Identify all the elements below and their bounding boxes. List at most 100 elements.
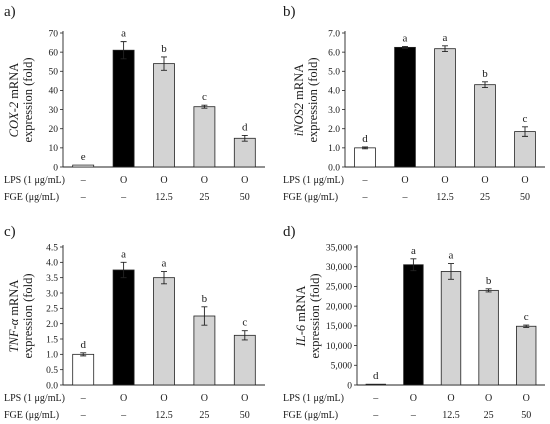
bar (434, 48, 456, 168)
significance-letter: c (524, 311, 529, 323)
y-tick-label: 1.0 (328, 144, 340, 154)
significance-letter: c (202, 91, 207, 103)
significance-letter: d (362, 133, 368, 145)
error-bar (241, 330, 248, 341)
treatment-cell: O (160, 175, 167, 186)
error-bar (161, 56, 167, 71)
y-tick-label: 0.0 (328, 163, 340, 173)
treatment-row-label: LPS (1 μg/mL) (283, 175, 344, 186)
y-tick-label: 4.5 (46, 243, 58, 253)
treatment-cell: – (372, 410, 379, 421)
y-tick-label: 40 (49, 87, 59, 97)
y-tick-label: 50 (49, 68, 59, 78)
bar (153, 277, 175, 386)
y-axis-label-line2: expression (fold) (21, 57, 35, 142)
treatment-cell: 12.5 (436, 192, 454, 203)
y-tick-label: 0 (53, 163, 58, 173)
treatment-cell: 25 (484, 410, 494, 421)
treatment-cell: – (362, 192, 369, 203)
y-axis-label-unit: mRNA (294, 286, 308, 325)
treatment-cell: 25 (199, 410, 209, 421)
significance-letter: d (80, 339, 86, 351)
y-tick-label: 30 (49, 106, 59, 116)
y-axis-label: IL-6 mRNA (294, 286, 308, 348)
y-tick-label: 30,000 (326, 263, 352, 273)
treatment-row-label: LPS (1 μg/mL) (283, 393, 344, 404)
bar (233, 334, 256, 386)
panel-label: a) (4, 4, 16, 20)
treatment-cell: – (120, 192, 127, 203)
bar (72, 353, 95, 386)
error-bar (442, 45, 448, 53)
treatment-cell: – (80, 175, 87, 186)
error-bar (120, 41, 127, 60)
bar (403, 264, 424, 386)
y-tick-label: 3.0 (328, 106, 340, 116)
significance-letter: b (202, 293, 208, 305)
significance-letter: a (403, 32, 408, 44)
error-bar (523, 324, 530, 328)
error-bar (241, 134, 248, 142)
treatment-cell: O (447, 393, 454, 404)
y-tick-label: 15,000 (326, 322, 352, 332)
bar (394, 46, 416, 168)
y-axis-label-gene: TNF-α (7, 318, 21, 352)
significance-letter: b (486, 275, 492, 287)
error-bar (161, 271, 167, 285)
panel-d: d) 0 5,000 10,000 15,000 20,000 25,000 30,000 35… (283, 224, 545, 421)
y-tick-label: 0.5 (46, 366, 58, 376)
y-axis-label-line2: expression (fold) (308, 273, 322, 358)
bar (72, 164, 95, 168)
significance-letter: c (523, 113, 528, 125)
treatment-row-label: LPS (1 μg/mL) (4, 175, 65, 186)
treatment-cell: 25 (480, 192, 490, 203)
y-axis-label: TNF-α mRNA (7, 280, 21, 353)
y-axis-label-line2: expression (fold) (306, 57, 320, 142)
significance-letter: a (411, 245, 416, 257)
treatment-cell: – (120, 410, 127, 421)
y-tick-label: 60 (49, 48, 59, 58)
significance-letter: c (242, 317, 247, 329)
panel-c: c) 0.0 0.5 1.0 1.5 2.0 2.5 3.0 3.5 4.0 4.5 TNF-α mR… (4, 224, 265, 421)
y-tick-label: 4.0 (46, 259, 58, 269)
treatment-cell: O (241, 175, 248, 186)
y-tick-label: 0 (347, 381, 352, 391)
y-tick-label: 10,000 (326, 342, 352, 352)
treatment-cell: O (241, 393, 248, 404)
treatment-cell: 50 (521, 410, 531, 421)
panel-a: a) 0 10 20 30 40 50 60 70 COX-2 mRNA expression (f… (4, 4, 265, 203)
error-bar (402, 45, 408, 49)
treatment-row-label: LPS (1 μg/mL) (4, 393, 65, 404)
bar (516, 325, 537, 386)
y-tick-label: 4.0 (328, 87, 340, 97)
error-bar (410, 258, 417, 272)
treatment-cell: O (120, 393, 127, 404)
treatment-cell: O (523, 393, 530, 404)
treatment-cell: O (410, 393, 417, 404)
treatment-cell: 12.5 (155, 192, 173, 203)
treatment-cell: 12.5 (442, 410, 460, 421)
treatment-cell: O (485, 393, 492, 404)
y-tick-label: 2.5 (46, 305, 58, 315)
bar (193, 106, 216, 168)
error-bar (522, 126, 528, 137)
y-tick-label: 20,000 (326, 302, 352, 312)
y-axis-label-gene: iNOS2 (292, 103, 306, 136)
y-tick-label: 20 (49, 125, 59, 135)
panel-b: b) 0.0 1.0 2.0 3.0 4.0 5.0 6.0 7.0 iNOS2 mRNA expr… (283, 4, 545, 203)
treatment-cell: – (80, 410, 87, 421)
bar (153, 63, 175, 168)
treatment-cell: 50 (240, 410, 250, 421)
y-axis-label: COX-2 mRNA (7, 63, 21, 138)
bar (193, 315, 216, 386)
treatment-cell: O (441, 175, 448, 186)
bar (112, 269, 135, 386)
significance-letter: d (242, 121, 248, 133)
y-tick-label: 6.0 (328, 48, 340, 58)
bar (440, 271, 462, 386)
treatment-cell: O (160, 393, 167, 404)
y-tick-label: 35,000 (326, 243, 352, 253)
y-tick-label: 0.0 (46, 381, 58, 391)
bar (474, 84, 496, 168)
